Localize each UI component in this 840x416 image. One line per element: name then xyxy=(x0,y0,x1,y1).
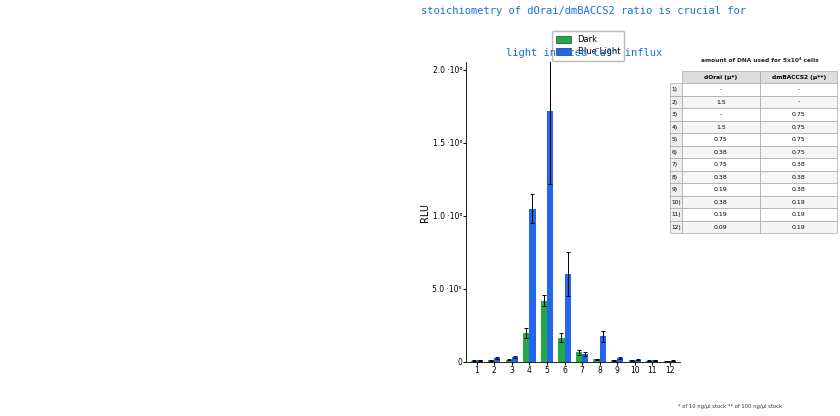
Text: stoichiometry of dOrai/dmBACCS2 ratio is crucial for: stoichiometry of dOrai/dmBACCS2 ratio is… xyxy=(422,6,746,16)
Bar xyxy=(600,337,606,362)
Text: light induced Ca²⁺ influx: light induced Ca²⁺ influx xyxy=(506,48,662,58)
Bar xyxy=(653,360,659,362)
Bar xyxy=(512,357,518,362)
Bar xyxy=(611,360,617,362)
Bar xyxy=(617,358,623,362)
Legend: Dark, Blue Light: Dark, Blue Light xyxy=(552,31,624,61)
Text: * of 10 ng/μl stock ** of 100 ng/μl stock: * of 10 ng/μl stock ** of 100 ng/μl stoc… xyxy=(678,404,782,409)
Bar xyxy=(494,358,501,362)
Bar xyxy=(559,338,564,362)
Bar xyxy=(529,208,536,362)
Bar xyxy=(547,111,553,362)
Bar xyxy=(541,300,547,362)
Bar xyxy=(470,361,477,362)
Bar xyxy=(506,360,512,362)
Bar xyxy=(576,352,582,362)
Bar xyxy=(488,360,494,362)
Bar xyxy=(628,360,635,362)
Bar xyxy=(646,361,653,362)
Bar xyxy=(669,361,676,362)
Bar xyxy=(594,359,600,362)
Bar xyxy=(635,360,641,362)
Bar xyxy=(582,354,588,362)
Bar xyxy=(477,360,483,362)
Bar xyxy=(664,361,669,362)
Text: amount of DNA used for 5x10⁴ cells: amount of DNA used for 5x10⁴ cells xyxy=(701,58,819,63)
Y-axis label: RLU: RLU xyxy=(420,203,429,222)
Bar xyxy=(523,333,529,362)
Bar xyxy=(564,274,570,362)
